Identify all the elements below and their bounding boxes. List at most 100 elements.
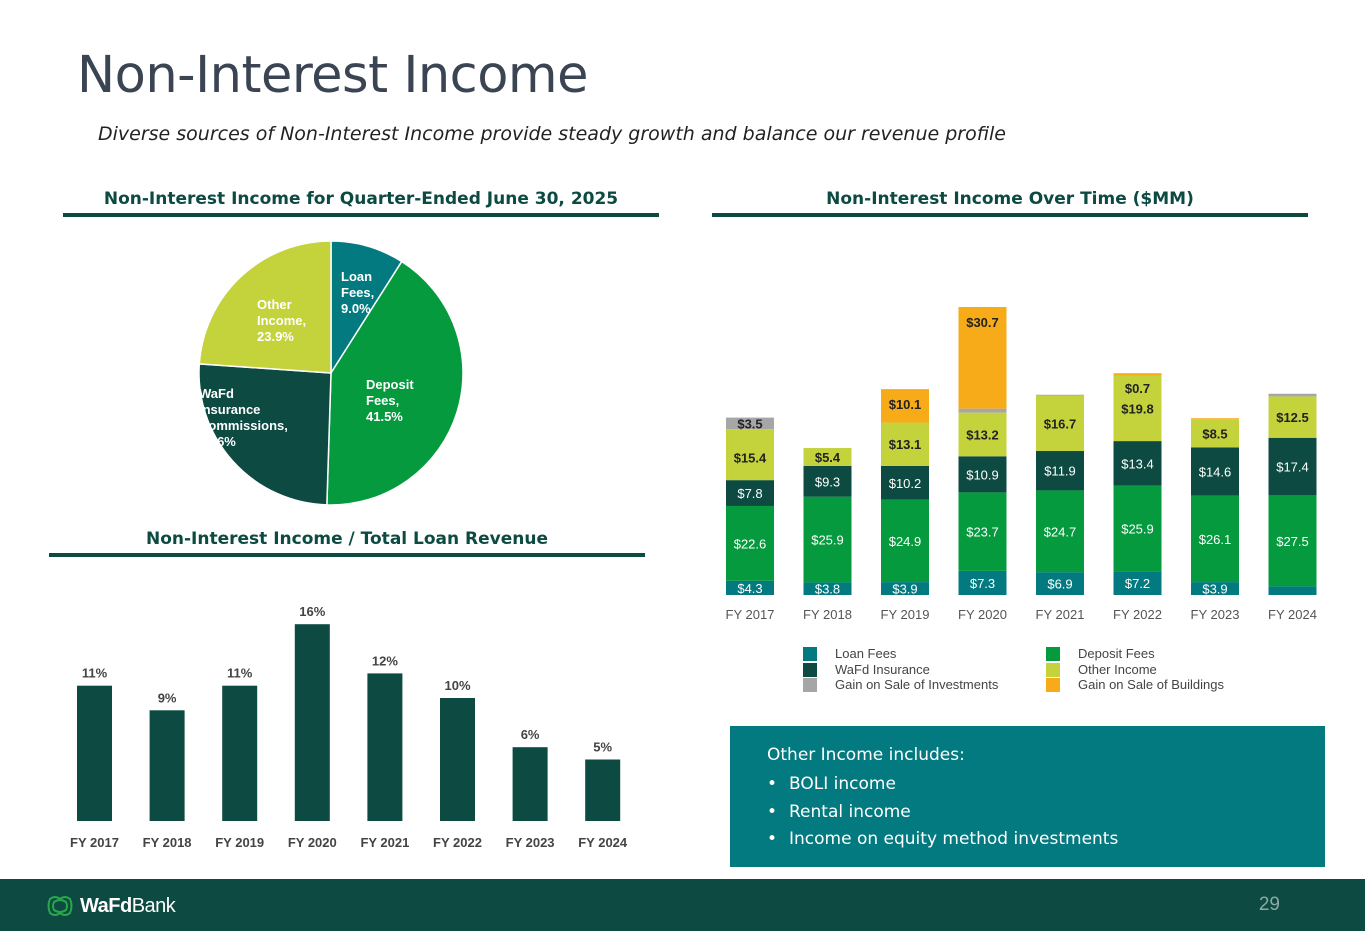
- pie-slice-deposit-fees: [326, 260, 464, 506]
- legend-item-other-income: Other Income: [1046, 662, 1157, 677]
- bar-seg-gain_inv: [726, 417, 774, 430]
- x-tick-label: FY 2020: [958, 607, 1007, 622]
- x-tick-label: FY 2022: [1113, 607, 1162, 622]
- stacked-bar-chart: $4.3 $22.6 $7.8 $15.4 $3.5 FY 2017 $3.8 $25.9 $9…: [726, 307, 1317, 622]
- pie-label: Other Income, 23.9%: [257, 297, 306, 344]
- bar-label-other: $5.4: [815, 450, 841, 465]
- bullet-icon: •: [767, 801, 778, 822]
- bar-label-other: $13.1: [889, 437, 922, 452]
- footer-bar: WaFdBank 29: [0, 879, 1365, 931]
- bar-seg-loan: [726, 580, 774, 595]
- stack-section-title: Non-Interest Income Over Time ($MM): [826, 189, 1194, 209]
- legend-swatch: [803, 646, 817, 661]
- other-income-note: Other Income includes: • BOLI income • Ren…: [730, 726, 1325, 867]
- bar-seg-gain_bld: [881, 389, 929, 423]
- note-item: • Rental income: [767, 802, 1118, 830]
- bar-seg-deposit: [1268, 495, 1317, 587]
- ratio-bar-label: 12%: [372, 653, 398, 668]
- bullet-icon: •: [767, 774, 778, 794]
- bar-seg-gain_bld: [958, 307, 1007, 409]
- bar-seg-insurance: [1191, 447, 1239, 496]
- x-tick-label: FY 2023: [506, 835, 555, 850]
- ratio-bar-label: 11%: [227, 666, 253, 681]
- ratio-bar: [149, 710, 185, 821]
- note-item: • Income on equity method investments: [767, 829, 1118, 857]
- x-tick-label: FY 2023: [1191, 607, 1240, 622]
- legend-label: Deposit Fees: [1078, 646, 1155, 661]
- x-tick-label: FY 2019: [881, 607, 930, 622]
- bar-seg-gain_inv: [958, 408, 1007, 413]
- x-tick-label: FY 2024: [578, 835, 628, 850]
- x-tick-label: FY 2018: [143, 835, 192, 850]
- bar-label-deposit: $25.9: [1121, 521, 1154, 536]
- bar-label-other: $8.5: [1202, 426, 1227, 441]
- pie-label: Deposit Fees, 41.5%: [366, 377, 414, 424]
- wafd-logo-icon: [47, 896, 73, 916]
- x-tick-label: FY 2021: [1036, 607, 1085, 622]
- bar-seg-gain_bld: [1191, 418, 1239, 420]
- pie-chart: Loan Fees, 9.0% Deposit Fees, 41.5% WaFd Insura…: [198, 240, 464, 506]
- bar-label-deposit: $27.5: [1276, 534, 1309, 549]
- page-number: 29: [1258, 894, 1280, 915]
- bar-label-gain_bld: $30.7: [966, 315, 999, 330]
- ratio-bar: [585, 759, 621, 821]
- wafd-logo[interactable]: WaFdBank: [46, 893, 176, 919]
- legend-label: Other Income: [1078, 662, 1157, 677]
- ratio-bar-label: 6%: [521, 727, 540, 742]
- bar-seg-loan: [958, 570, 1007, 595]
- ratio-bar-label: 11%: [82, 666, 108, 681]
- legend-label: Gain on Sale of Investments: [835, 677, 999, 692]
- bar-seg-deposit: [726, 505, 774, 581]
- bar-label-gain_inv: $3.5: [737, 416, 762, 431]
- x-tick-label: FY 2024: [1268, 607, 1317, 622]
- bar-label-insurance: $9.3: [815, 474, 840, 489]
- legend-label: Loan Fees: [835, 646, 897, 661]
- note-item-text: Rental income: [789, 801, 911, 822]
- bar-seg-deposit: [1036, 490, 1084, 573]
- bar-label-insurance: $17.4: [1276, 460, 1309, 475]
- bar-seg-loan: [803, 582, 852, 595]
- ratio-bar: [77, 685, 112, 821]
- ratio-bar-label: 16%: [299, 604, 325, 619]
- bar-seg-loan: [881, 582, 929, 595]
- x-tick-label: FY 2022: [433, 835, 482, 850]
- ratio-bar: [222, 685, 258, 821]
- bar-label-deposit: $24.7: [1044, 524, 1077, 539]
- ratio-bar-label: 10%: [444, 678, 470, 693]
- bar-label-gain_bld: $10.1: [889, 397, 922, 412]
- legend-label: WaFd Insurance: [835, 662, 930, 677]
- bar-label-gain_bld: $0.7: [1125, 381, 1150, 396]
- bar-seg-insurance: [803, 465, 852, 497]
- bar-label-loan: $3.9: [892, 582, 917, 597]
- bar-seg-other: [881, 422, 929, 466]
- bar-seg-loan: [1268, 586, 1317, 595]
- bar-seg-other: [1113, 375, 1162, 442]
- note-list: • BOLI income • Rental income • Income on e…: [767, 774, 1118, 857]
- legend-swatch: [1046, 662, 1060, 677]
- bar-seg-deposit: [1113, 485, 1162, 572]
- bar-seg-gain_bld: [1113, 373, 1162, 376]
- bar-label-other: $13.2: [966, 427, 999, 442]
- bar-label-insurance: $10.9: [966, 467, 999, 482]
- ratio-bar: [512, 747, 548, 821]
- ratio-bar: [440, 698, 475, 821]
- ratio-bar-label: 9%: [158, 690, 177, 705]
- legend-item-gain-investments: Gain on Sale of Investments: [803, 677, 998, 692]
- x-tick-label: FY 2019: [215, 835, 264, 850]
- bar-seg-deposit: [1191, 495, 1239, 583]
- legend-item-gain-buildings: Gain on Sale of Buildings: [1046, 677, 1224, 692]
- bar-seg-other: [1036, 395, 1084, 452]
- pie-section-rule: [63, 213, 659, 217]
- note-item-text: Income on equity method investments: [789, 829, 1119, 849]
- bar-label-deposit: $26.1: [1199, 532, 1232, 547]
- note-heading: Other Income includes:: [767, 745, 965, 765]
- note-item-text: BOLI income: [789, 774, 896, 794]
- legend-label: Gain on Sale of Buildings: [1078, 677, 1224, 692]
- x-tick-label: FY 2017: [726, 607, 775, 622]
- pie-slice-wafd-insurance-commissions: [198, 363, 332, 506]
- bar-label-loan: $6.9: [1047, 577, 1072, 592]
- bar-seg-loan: [1191, 582, 1239, 595]
- bar-label-insurance: $13.4: [1121, 456, 1154, 471]
- bar-label-other: $12.5: [1276, 410, 1309, 425]
- x-tick-label: FY 2021: [360, 835, 409, 850]
